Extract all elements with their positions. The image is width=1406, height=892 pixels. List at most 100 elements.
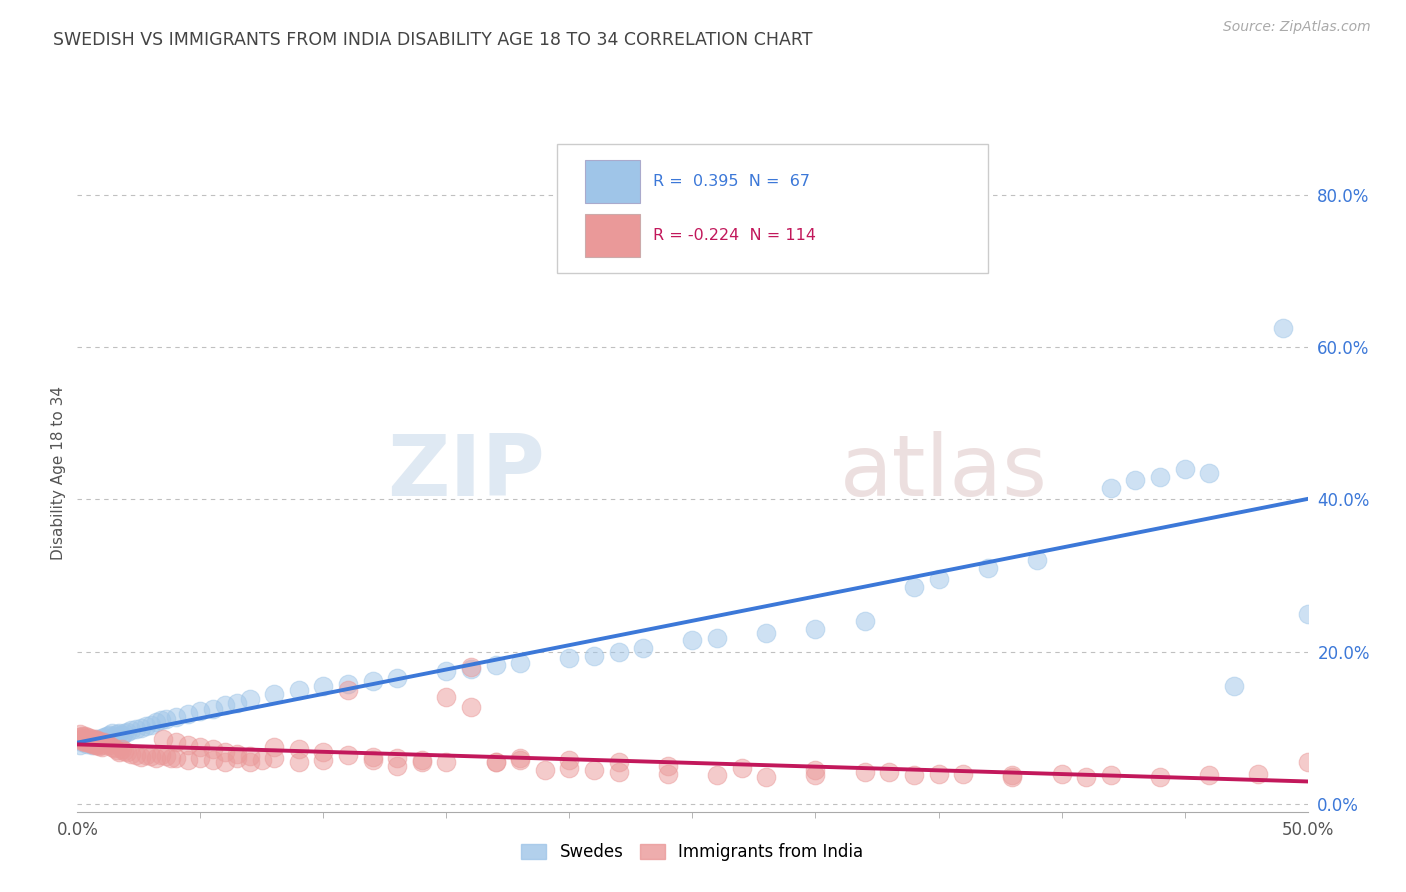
FancyBboxPatch shape — [557, 144, 988, 273]
Point — [1174, 462, 1197, 476]
Point — [1296, 607, 1319, 621]
Point — [111, 742, 132, 756]
Point — [145, 750, 167, 764]
Point — [155, 712, 177, 726]
Point — [188, 739, 212, 754]
Point — [558, 651, 581, 665]
Point — [436, 664, 458, 678]
Point — [1198, 768, 1220, 782]
Point — [1099, 481, 1122, 495]
Point — [177, 753, 200, 767]
Point — [108, 745, 131, 759]
Point — [112, 726, 135, 740]
Point — [76, 730, 98, 744]
Point — [312, 745, 335, 759]
Point — [411, 755, 433, 769]
Point — [250, 753, 273, 767]
Point — [226, 751, 249, 765]
Point — [485, 755, 508, 769]
Point — [141, 749, 163, 764]
Point — [90, 731, 114, 745]
Point — [1001, 771, 1024, 785]
Point — [69, 732, 91, 747]
Point — [1223, 679, 1246, 693]
Point — [361, 673, 384, 688]
Point — [312, 679, 335, 693]
Point — [82, 739, 104, 753]
Point — [101, 739, 124, 754]
Point — [188, 751, 212, 765]
Point — [70, 731, 93, 746]
Point — [385, 759, 409, 773]
Point — [804, 622, 827, 636]
Point — [93, 730, 115, 744]
Point — [112, 744, 135, 758]
Point — [115, 745, 138, 759]
Point — [76, 735, 98, 749]
Point — [177, 738, 200, 752]
Point — [69, 738, 91, 752]
Point — [111, 728, 132, 742]
Point — [706, 631, 728, 645]
Point — [90, 738, 114, 752]
Point — [89, 739, 111, 754]
Point — [152, 732, 174, 747]
Point — [73, 732, 96, 747]
Point — [1149, 771, 1171, 785]
Point — [485, 755, 508, 769]
Point — [436, 690, 458, 705]
Point — [90, 734, 114, 748]
Y-axis label: Disability Age 18 to 34: Disability Age 18 to 34 — [51, 385, 66, 560]
Point — [226, 747, 249, 761]
Point — [129, 750, 153, 764]
Point — [288, 755, 311, 769]
Point — [76, 733, 98, 747]
Point — [214, 745, 236, 759]
Point — [385, 751, 409, 765]
Point — [83, 735, 105, 749]
Text: Source: ZipAtlas.com: Source: ZipAtlas.com — [1223, 20, 1371, 34]
Point — [188, 704, 212, 718]
Point — [1272, 321, 1295, 335]
Point — [108, 725, 131, 739]
Point — [509, 753, 531, 767]
Point — [607, 645, 630, 659]
Point — [165, 709, 187, 723]
Point — [239, 749, 262, 764]
Point — [125, 722, 148, 736]
Point — [201, 702, 224, 716]
Point — [165, 751, 187, 765]
Point — [83, 738, 105, 752]
Point — [361, 750, 384, 764]
Point — [263, 751, 285, 765]
Point — [509, 751, 531, 765]
Point — [73, 729, 96, 743]
Point — [1050, 766, 1073, 780]
Point — [70, 734, 93, 748]
Point — [558, 753, 581, 767]
Point — [977, 561, 1000, 575]
Point — [534, 763, 557, 777]
Point — [1125, 474, 1147, 488]
Point — [337, 747, 360, 762]
Point — [682, 633, 704, 648]
Point — [82, 734, 104, 748]
Point — [73, 732, 96, 747]
Point — [69, 730, 91, 744]
Point — [125, 748, 148, 763]
Point — [86, 736, 108, 750]
Point — [150, 714, 173, 728]
Point — [121, 723, 143, 738]
Point — [337, 677, 360, 691]
Point — [82, 731, 104, 746]
Point — [145, 714, 167, 729]
Point — [239, 755, 262, 769]
Point — [460, 661, 482, 675]
Point — [1076, 771, 1098, 785]
Point — [239, 692, 262, 706]
Point — [129, 721, 153, 735]
Point — [201, 753, 224, 767]
Point — [385, 672, 409, 686]
Point — [1247, 766, 1270, 780]
Point — [76, 737, 98, 751]
